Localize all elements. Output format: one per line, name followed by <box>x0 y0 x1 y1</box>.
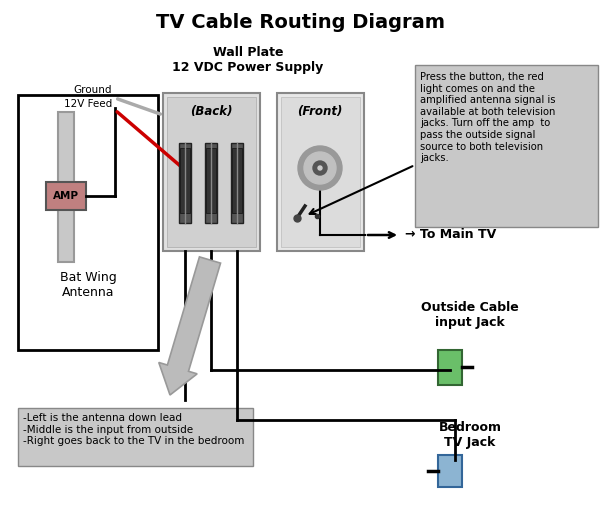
Circle shape <box>313 161 327 175</box>
Text: -Left is the antenna down lead
-Middle is the input from outside
-Right goes bac: -Left is the antenna down lead -Middle i… <box>23 413 244 446</box>
Circle shape <box>318 166 322 170</box>
Text: TV Cable Routing Diagram: TV Cable Routing Diagram <box>157 13 446 31</box>
Text: Outside Cable
input Jack: Outside Cable input Jack <box>421 301 519 329</box>
Text: → To Main TV: → To Main TV <box>405 229 496 242</box>
Bar <box>415 65 598 227</box>
Bar <box>232 148 242 213</box>
Bar <box>231 143 243 223</box>
Bar <box>163 93 260 251</box>
Bar <box>18 95 158 350</box>
Bar <box>167 97 256 247</box>
Text: (Front): (Front) <box>297 104 343 117</box>
Text: Ground: Ground <box>74 85 112 95</box>
Bar <box>46 182 86 210</box>
Bar <box>438 350 462 385</box>
Bar <box>58 112 74 262</box>
Bar <box>179 143 191 223</box>
Text: Bat Wing
Antenna: Bat Wing Antenna <box>60 271 116 299</box>
Text: Press the button, the red
light comes on and the
amplified antenna signal is
ava: Press the button, the red light comes on… <box>420 72 555 163</box>
Circle shape <box>304 152 336 184</box>
Text: Bedroom
TV Jack: Bedroom TV Jack <box>438 421 502 449</box>
Bar <box>277 93 364 251</box>
Bar <box>18 408 253 466</box>
Bar <box>281 97 360 247</box>
Circle shape <box>298 146 342 190</box>
Bar <box>438 455 462 487</box>
Bar <box>205 143 217 223</box>
Bar <box>206 148 216 213</box>
FancyArrow shape <box>159 257 221 395</box>
Text: (Back): (Back) <box>190 104 232 117</box>
Text: Wall Plate
12 VDC Power Supply: Wall Plate 12 VDC Power Supply <box>172 46 324 74</box>
Text: 12V Feed: 12V Feed <box>64 99 112 109</box>
Text: AMP: AMP <box>53 191 79 201</box>
Bar <box>180 148 190 213</box>
